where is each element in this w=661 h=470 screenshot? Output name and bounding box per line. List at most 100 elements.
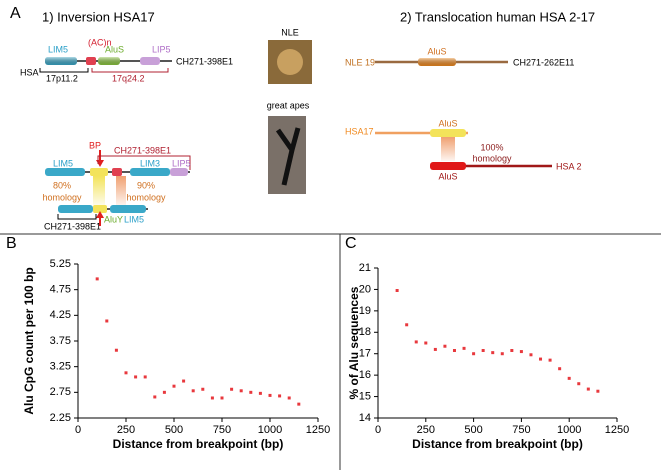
- label: 17p11.2: [46, 73, 78, 83]
- x-tick-label: 1250: [605, 424, 629, 436]
- y-tick-label: 20: [359, 283, 371, 295]
- panel-title: 2) Translocation human HSA 2-17: [400, 9, 595, 24]
- y-tick-label: 17: [359, 348, 371, 360]
- point: [201, 387, 205, 391]
- label: homology: [42, 192, 82, 202]
- point: [230, 387, 234, 391]
- point: [596, 389, 600, 393]
- point: [220, 396, 224, 400]
- label: HSA 2: [556, 161, 582, 171]
- point: [462, 346, 466, 350]
- y-tick-label: 4.25: [50, 309, 71, 321]
- point: [124, 371, 128, 375]
- y-tick-label: 4.75: [50, 284, 71, 296]
- point: [239, 389, 243, 393]
- label: LIP5: [152, 44, 171, 54]
- x-tick-label: 1000: [557, 424, 581, 436]
- label: 100%: [480, 142, 503, 152]
- point: [143, 375, 147, 379]
- x-tick-label: 500: [464, 424, 482, 436]
- label: (AC)n: [88, 37, 112, 47]
- point: [452, 349, 456, 352]
- x-tick-label: 0: [375, 424, 381, 436]
- point: [210, 396, 214, 400]
- x-axis-label: Distance from breakpoint (bp): [412, 437, 583, 451]
- point: [500, 352, 504, 356]
- label: AluY: [104, 214, 123, 224]
- point: [182, 379, 186, 383]
- point: [297, 402, 301, 406]
- label: homology: [126, 192, 166, 202]
- point: [153, 395, 157, 399]
- panel-letter: A: [10, 5, 21, 22]
- label: LIM5: [53, 158, 73, 168]
- label: AluS: [438, 118, 457, 128]
- y-tick-label: 3.25: [50, 361, 71, 373]
- label: LIM5: [124, 214, 144, 224]
- x-axis-label: Distance from breakpoint (bp): [113, 437, 284, 451]
- point: [172, 384, 176, 388]
- panel-letter: C: [345, 235, 357, 252]
- point: [472, 352, 476, 356]
- label: LIM5: [48, 44, 68, 54]
- y-axis-label: Alu CpG count per 100 bp: [22, 267, 36, 414]
- x-tick-label: 500: [165, 424, 183, 436]
- x-tick-label: 0: [75, 424, 81, 436]
- label: BP: [89, 140, 101, 150]
- label: HSA17: [345, 126, 374, 136]
- point: [529, 353, 533, 357]
- y-tick-label: 5.25: [50, 258, 71, 270]
- point: [481, 349, 485, 352]
- photo: [275, 127, 301, 186]
- label: AluS: [438, 171, 457, 181]
- label: 17q24.2: [112, 73, 145, 83]
- translocation-diagram: AluS NLE 19 CH271-262E11 HSA17 AluS 100%…: [345, 46, 582, 181]
- point: [577, 382, 581, 386]
- point: [567, 376, 571, 380]
- point: [491, 351, 495, 355]
- point: [191, 389, 195, 393]
- y-axis-label: % of Alu sequences: [347, 286, 361, 399]
- point: [287, 396, 291, 400]
- point: [249, 390, 253, 394]
- point: [586, 387, 590, 391]
- label: AluS: [427, 46, 446, 56]
- y-tick-label: 3.75: [50, 335, 71, 347]
- point: [405, 323, 409, 327]
- point: [95, 277, 99, 281]
- y-tick-label: 14: [359, 412, 371, 424]
- point: [268, 393, 272, 397]
- label: 90%: [137, 180, 155, 190]
- point: [424, 341, 428, 345]
- point: [162, 390, 166, 394]
- point: [443, 344, 447, 348]
- panel-letter: B: [6, 235, 17, 252]
- y-tick-label: 2.25: [50, 412, 71, 424]
- label: NLE 19: [345, 57, 375, 67]
- x-tick-label: 250: [417, 424, 435, 436]
- point: [134, 375, 138, 379]
- point: [539, 357, 543, 361]
- inversion-top: LIM5 (AC)n AluS LIP5 CH271-398E1 HSA 17p…: [20, 37, 233, 83]
- x-tick-label: 250: [117, 424, 135, 436]
- point: [395, 289, 399, 292]
- point: [510, 349, 514, 352]
- x-tick-label: 750: [512, 424, 530, 436]
- label: CH271-398E1: [176, 56, 233, 66]
- point: [548, 358, 552, 362]
- y-tick-label: 19: [359, 305, 371, 317]
- x-tick-label: 750: [213, 424, 231, 436]
- label: LIP5: [172, 158, 191, 168]
- y-tick-label: 21: [359, 262, 371, 274]
- label: HSA: [20, 67, 39, 77]
- label: LIM3: [140, 158, 160, 168]
- photo-caption: NLE: [281, 27, 299, 37]
- y-tick-label: 15: [359, 390, 371, 402]
- point: [258, 391, 262, 395]
- inversion-bottom: BP CH271-398E1 LIM5 LIM3 LIP5 80% homolo…: [42, 140, 190, 231]
- label: homology: [472, 153, 512, 163]
- point: [558, 367, 562, 371]
- photo: [277, 49, 303, 75]
- point: [114, 348, 118, 352]
